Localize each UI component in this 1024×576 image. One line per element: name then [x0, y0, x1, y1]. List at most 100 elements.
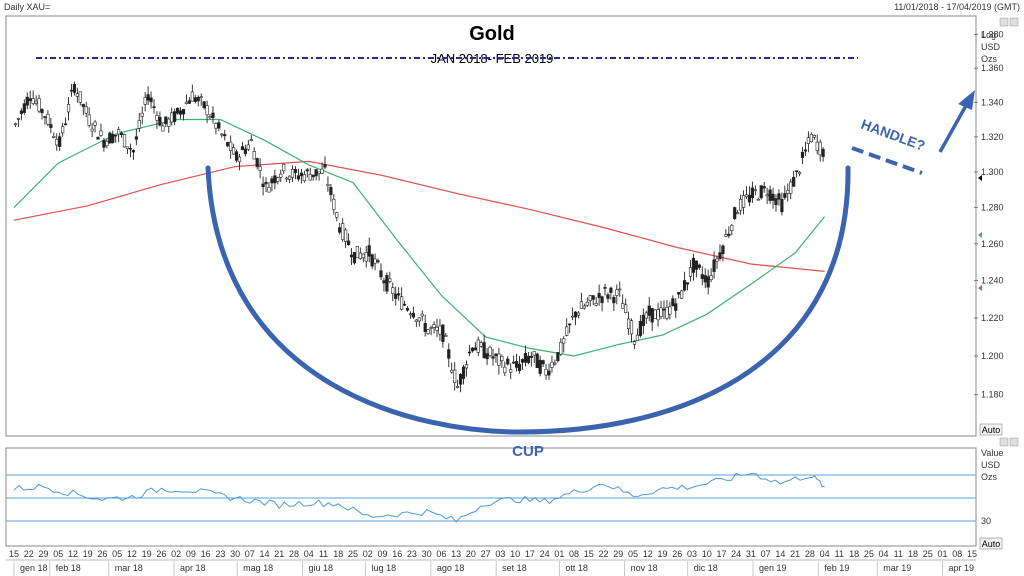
rsi-minimize-icon[interactable] [999, 437, 1009, 447]
rsi-close-icon[interactable] [1009, 437, 1019, 447]
panel-close-icon[interactable] [1009, 17, 1019, 27]
cup-arc [205, 165, 851, 435]
rsi-panel: 30 [6, 472, 991, 526]
candle [724, 229, 728, 238]
candle [187, 97, 191, 104]
candle [134, 128, 138, 146]
x-tick-label: 11 [319, 549, 328, 559]
candle [606, 292, 610, 303]
candle [803, 141, 808, 156]
candle [290, 165, 295, 183]
candle [344, 227, 348, 249]
x-tick-label: 11 [835, 549, 844, 559]
candle [193, 94, 197, 104]
y-tick-label: 1.220 [981, 313, 1004, 323]
candle [609, 286, 613, 300]
x-tick-label: 21 [274, 549, 284, 559]
last-price-markers [978, 175, 982, 291]
x-tick-label: 04 [820, 549, 830, 559]
candle [568, 323, 572, 333]
candle [656, 302, 660, 327]
candle [246, 139, 250, 152]
candle [69, 83, 74, 97]
candle [332, 194, 336, 215]
candle [296, 168, 301, 182]
candle [96, 136, 100, 140]
x-tick-label: 18 [908, 549, 918, 559]
candle [806, 131, 811, 153]
date-range-label: 11/01/2018 - 17/04/2019 (GMT) [894, 2, 1020, 12]
candle [485, 348, 489, 366]
x-tick-label: 14 [260, 549, 270, 559]
candle [158, 111, 162, 127]
x-tick-label: 19 [142, 549, 152, 559]
candle [220, 132, 224, 138]
symbol-label: Daily XAU= [4, 2, 51, 12]
candle [226, 141, 230, 148]
candle [739, 194, 743, 215]
candle [400, 287, 404, 311]
auto-button-main[interactable]: Auto [979, 423, 1003, 436]
candle [199, 93, 203, 106]
candle [650, 308, 654, 332]
rsi-panel-frame [5, 447, 977, 547]
x-month-label: lug 18 [372, 563, 397, 573]
x-tick-label: 09 [186, 549, 196, 559]
candle [682, 271, 687, 292]
candle [273, 169, 277, 190]
x-tick-label: 08 [952, 549, 962, 559]
x-month-label: apr 18 [180, 563, 206, 573]
candle [417, 317, 421, 327]
x-tick-label: 05 [628, 549, 638, 559]
candle [680, 289, 684, 299]
candle [562, 336, 566, 353]
x-tick-label: 21 [790, 549, 800, 559]
candle [13, 122, 18, 127]
x-tick-label: 15 [967, 549, 977, 559]
candle [691, 253, 696, 281]
candle [117, 126, 121, 143]
candle [514, 353, 519, 372]
x-tick-label: 28 [289, 549, 299, 559]
candle [146, 86, 150, 105]
x-month-label: set 18 [502, 563, 527, 573]
candle [405, 306, 410, 312]
candle [28, 90, 32, 109]
candle [299, 168, 304, 184]
x-tick-label: 15 [584, 549, 594, 559]
main-panel-controls[interactable] [999, 17, 1019, 447]
candle [771, 187, 775, 209]
candle [361, 253, 365, 263]
x-tick-label: 24 [540, 549, 550, 559]
candle [797, 171, 802, 177]
candle [688, 259, 693, 282]
candle [276, 176, 280, 185]
candle [243, 144, 247, 157]
candle [432, 321, 436, 334]
candle [423, 314, 427, 337]
rsi-tick-label: 30 [981, 516, 991, 526]
candle [308, 167, 312, 181]
rsi-line [13, 472, 825, 523]
candle [190, 84, 194, 102]
candle [252, 147, 256, 160]
x-month-label: mag 18 [243, 563, 273, 573]
auto-button-rsi-label[interactable]: Auto [982, 539, 1001, 549]
candle [385, 272, 389, 295]
candle [161, 123, 165, 132]
ma-fast-marker-icon [978, 232, 982, 238]
auto-button-rsi[interactable]: Auto [979, 537, 1003, 550]
x-tick-label: 05 [53, 549, 63, 559]
breakout-arrow-shaft [938, 101, 970, 153]
candle [559, 338, 563, 356]
x-month-label: feb 18 [56, 563, 81, 573]
candle [585, 297, 589, 308]
candle [438, 319, 442, 341]
candle [733, 206, 737, 221]
candle [632, 340, 637, 350]
x-month-label: mar 19 [883, 563, 911, 573]
candle [40, 108, 44, 120]
candle [453, 362, 457, 391]
panel-minimize-icon[interactable] [999, 17, 1009, 27]
auto-button-main-label[interactable]: Auto [982, 425, 1001, 435]
